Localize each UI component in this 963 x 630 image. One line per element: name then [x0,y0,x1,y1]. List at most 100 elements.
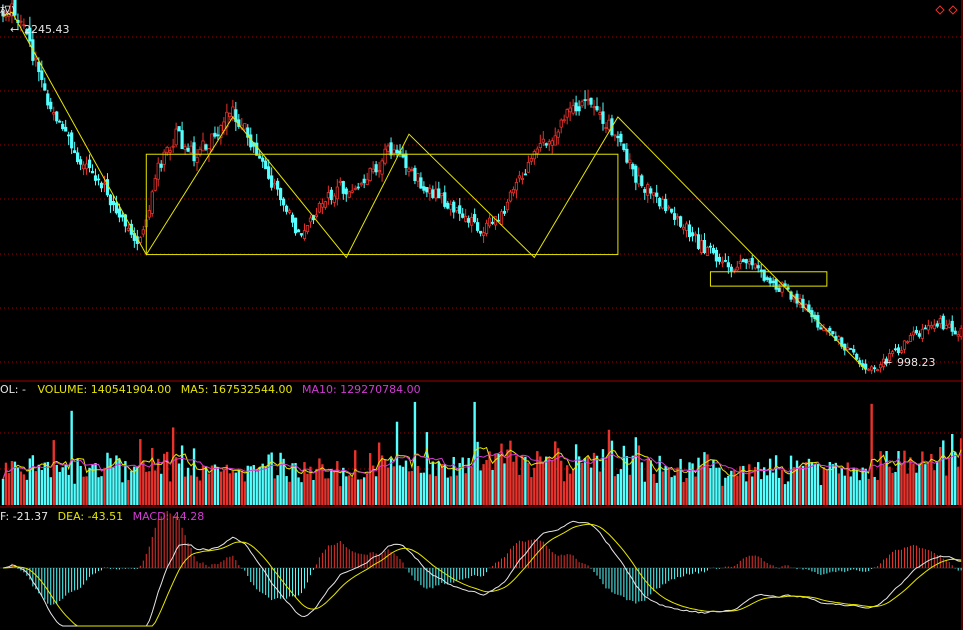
candle-body [878,364,883,369]
candle-body [849,348,853,350]
candle-body [556,131,560,138]
volume-bar [383,459,387,505]
dif-label: F: [0,510,10,523]
candle-body [279,188,283,201]
candle-body [870,366,874,371]
volume-bar [786,481,790,505]
volume-bar [28,458,32,505]
candle-body [338,180,342,183]
diamond-icon[interactable] [935,5,945,15]
candle-body [604,127,608,129]
diamond-icon[interactable] [948,5,958,15]
corner-diamond-icons[interactable] [935,5,958,15]
volume-bar [631,455,635,505]
volume-bar [816,464,820,505]
volume-bar [168,481,172,505]
candle-body [126,227,130,231]
volume-bar [921,451,924,505]
volume-bar [831,464,835,505]
candle-body [281,198,286,206]
candle-body [467,218,471,223]
volume-bar [798,465,802,505]
volume-bar [942,440,945,505]
candle-body [341,181,345,194]
volume-bar [127,479,130,505]
candle-body [753,263,757,269]
candle-body [762,269,766,281]
volume-bar [467,457,470,505]
candle-body [490,221,495,224]
candle-body [741,259,745,263]
volume-bar [819,485,823,505]
candle-body [446,202,450,209]
candle-body [1,11,5,17]
volume-bar [165,451,169,505]
candle-body [189,145,193,154]
volume-bar [428,474,432,505]
candle-body [55,111,59,122]
volume-ma5-line [2,446,962,480]
candle-body [607,119,611,130]
volume-bar [837,473,840,505]
volume-bar [771,472,775,505]
candle-body [10,3,14,17]
candlesticks [1,0,963,375]
candle-body [392,149,396,154]
volume-bar [395,421,399,505]
candle-body [290,214,295,223]
candle-body [171,145,175,148]
candle-body [40,70,44,80]
volume-bar [154,470,157,505]
volume-bar [721,485,724,505]
volume-bar [136,467,139,505]
candle-body [273,182,277,186]
candle-body [544,143,548,146]
candle-body [905,341,910,344]
volume-bar [885,451,888,505]
candle-body [514,181,519,191]
candle-body [711,247,716,254]
volume-bar [327,478,330,505]
volume-bar [189,475,193,505]
volume-bar [849,476,852,505]
candle-body [476,222,480,231]
volume-bar [183,476,187,505]
volume-bar [574,444,578,505]
candle-body [413,167,417,181]
volume-bar [619,469,623,505]
candle-body [389,142,393,156]
volume-bar [694,476,697,505]
candle-body [323,201,327,208]
volume-bar [404,460,408,505]
candle-body [138,237,142,243]
volume-bar [88,467,91,505]
candle-body [541,138,545,143]
candle-body [938,318,942,325]
volume-bar [73,483,76,505]
dif-value: -21.37 [12,510,49,523]
candle-body [162,151,166,165]
candle-body [649,188,653,194]
candle-body [714,249,719,262]
candle-body [505,201,510,211]
candle-body [699,240,704,253]
candle-body [404,153,408,169]
candle-body [243,123,247,130]
candle-body [947,323,951,328]
volume-bar [377,442,381,505]
candle-body [117,208,122,218]
volume-bar [425,432,429,505]
volume-bar [306,473,309,505]
candle-body [914,329,919,334]
volume-bar [64,464,67,505]
volume-bar [413,401,417,505]
candle-body [195,156,199,163]
volume-bar [891,472,894,505]
candle-body [702,240,707,254]
volume-bar [333,469,336,505]
candle-body [440,192,444,197]
candle-body [547,141,551,145]
volume-bar [822,467,826,505]
volume-bar [658,455,661,505]
volume-bar [216,466,220,505]
